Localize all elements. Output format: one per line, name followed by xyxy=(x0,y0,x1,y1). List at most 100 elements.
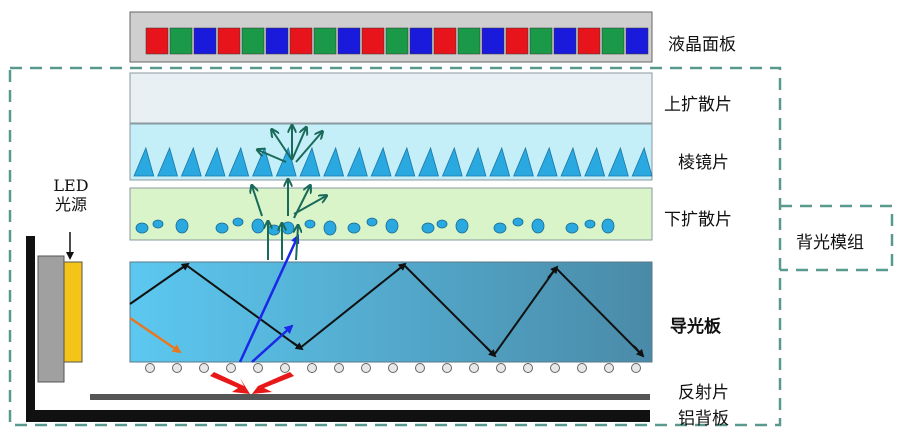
scatter-dot xyxy=(145,363,155,373)
led-label-line1: LED xyxy=(53,176,89,195)
prism-triangle xyxy=(465,146,487,177)
diffuser-particle xyxy=(175,218,189,234)
prism-triangles xyxy=(133,146,653,177)
teal-arrows-prism xyxy=(258,126,322,163)
scatter-dot xyxy=(280,363,290,373)
lcd-subpixel xyxy=(505,27,529,55)
prism-triangle xyxy=(560,146,582,177)
lcd-subpixel xyxy=(625,27,649,55)
light-guide-plate xyxy=(129,261,653,363)
diffuser-particle xyxy=(531,218,545,234)
lcd-subpixel xyxy=(289,27,313,55)
prism-triangle xyxy=(441,146,463,177)
backlight-module-label: 背光模组 xyxy=(796,233,864,253)
lcd-subpixel xyxy=(553,27,577,55)
scatter-dot xyxy=(415,363,425,373)
diffuser-particle xyxy=(281,221,295,235)
reflector-label: 反射片 xyxy=(678,383,729,403)
prism-triangle xyxy=(394,146,416,177)
upper-diffuser-label: 上扩散片 xyxy=(664,95,732,115)
led-source-label: LED 光源 xyxy=(46,176,96,214)
teal-arrows-lower xyxy=(252,180,326,261)
lcd-subpixel xyxy=(217,27,241,55)
scatter-dot xyxy=(550,363,560,373)
prism-triangle xyxy=(228,146,250,177)
diffuser-particle xyxy=(152,219,164,229)
upper-diffuser-sheet xyxy=(129,72,653,124)
diffuser-particle xyxy=(455,218,469,234)
prism-triangle xyxy=(513,146,534,177)
diffuser-particle xyxy=(304,219,316,229)
lcd-pixel-row xyxy=(145,27,649,55)
diffuser-particle xyxy=(135,222,149,234)
prism-triangle xyxy=(252,146,273,177)
led-housing xyxy=(37,255,65,383)
lcd-subpixel xyxy=(313,27,337,55)
diffuser-particle xyxy=(512,217,524,227)
prism-triangle xyxy=(275,146,297,177)
lcd-subpixel xyxy=(385,27,409,55)
lcd-subpixel xyxy=(601,27,625,55)
lcd-subpixel xyxy=(457,27,481,55)
prism-triangle xyxy=(299,146,321,177)
scatter-dot xyxy=(523,363,533,373)
prism-triangle xyxy=(323,146,345,177)
lcd-subpixel xyxy=(529,27,553,55)
prism-triangle xyxy=(180,146,202,177)
scatter-dot xyxy=(172,363,182,373)
lcd-subpixel xyxy=(169,27,193,55)
scatter-dot xyxy=(388,363,398,373)
lcd-subpixel xyxy=(265,27,289,55)
led-chip xyxy=(63,261,83,363)
diffuser-particle xyxy=(493,222,507,234)
light-guide-label: 导光板 xyxy=(670,317,721,337)
prism-triangle xyxy=(370,146,392,177)
prism-triangle xyxy=(584,146,606,177)
aluminum-back-frame xyxy=(26,236,650,422)
lcd-subpixel xyxy=(433,27,457,55)
scatter-dot xyxy=(334,363,344,373)
lower-diffuser-sheet xyxy=(129,187,653,241)
prism-triangle xyxy=(489,146,511,177)
diffuser-particle xyxy=(232,217,244,227)
scatter-dot xyxy=(226,363,236,373)
lcd-subpixel xyxy=(409,27,433,55)
scatter-dot xyxy=(199,363,209,373)
red-reflect-arrows xyxy=(210,372,294,394)
diffuser-particles xyxy=(135,217,615,236)
scatter-dot xyxy=(307,363,317,373)
prism-triangle xyxy=(204,146,226,177)
lcd-subpixel xyxy=(193,27,217,55)
lcd-panel xyxy=(129,11,653,63)
light-guide-dots xyxy=(145,363,641,373)
backlight-module-border xyxy=(8,66,894,427)
prism-sheet-label: 棱镜片 xyxy=(678,153,729,173)
prism-triangle xyxy=(536,146,558,177)
diffuser-particle xyxy=(251,218,265,234)
lcd-subpixel xyxy=(145,27,169,55)
prism-triangle xyxy=(607,146,629,177)
orange-ray-arrow xyxy=(129,316,182,354)
aluminum-back-label: 铝背板 xyxy=(678,409,729,429)
scatter-dot xyxy=(577,363,587,373)
diffuser-particle xyxy=(267,224,281,236)
blue-scatter-rays xyxy=(238,234,300,363)
diffuser-particle xyxy=(436,219,448,229)
lcd-panel-label: 液晶面板 xyxy=(668,35,736,55)
scatter-dot xyxy=(361,363,371,373)
prism-triangle xyxy=(631,146,653,177)
lcd-subpixel xyxy=(337,27,361,55)
diffuser-particle xyxy=(215,222,229,234)
lcd-subpixel xyxy=(241,27,265,55)
scatter-dot xyxy=(631,363,641,373)
scatter-dot xyxy=(469,363,479,373)
prism-triangle xyxy=(346,146,368,177)
prism-triangle xyxy=(133,146,155,177)
led-label-line2: 光源 xyxy=(54,195,87,214)
lower-diffuser-label: 下扩散片 xyxy=(664,210,732,230)
diffuser-particle xyxy=(347,222,361,234)
diffuser-particle xyxy=(601,218,615,234)
diffuser-particle xyxy=(385,218,399,234)
